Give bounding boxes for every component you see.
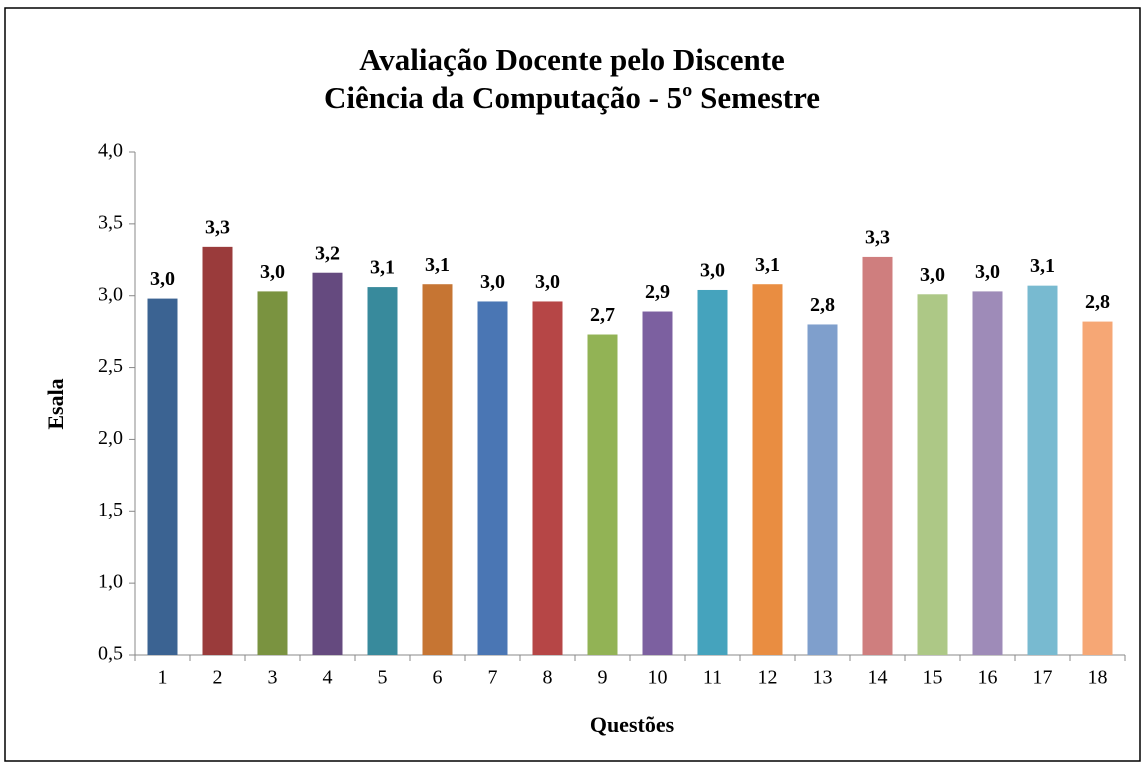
bar	[587, 334, 618, 655]
bar	[312, 272, 343, 655]
data-label: 2,8	[1085, 291, 1110, 313]
x-tick-label: 9	[598, 667, 608, 689]
data-label: 3,0	[480, 271, 505, 293]
bar	[697, 289, 728, 655]
bar	[422, 284, 453, 655]
bar	[862, 256, 893, 655]
x-tick-label: 12	[758, 667, 778, 689]
data-label: 3,0	[260, 261, 285, 283]
x-tick-label: 17	[1033, 667, 1053, 689]
x-axis-title: Questões	[590, 712, 675, 737]
y-tick-label: 0,5	[98, 643, 123, 665]
chart-title: Avaliação Docente pelo Discente	[359, 42, 785, 77]
data-label: 3,2	[315, 242, 340, 264]
bar	[477, 301, 508, 655]
x-tick-label: 11	[703, 667, 722, 689]
data-label: 3,1	[370, 257, 395, 279]
data-label: 3,0	[920, 264, 945, 286]
data-label: 3,1	[755, 254, 780, 276]
x-tick-label: 8	[543, 667, 553, 689]
y-tick-label: 3,5	[98, 211, 123, 233]
x-tick-label: 3	[268, 667, 278, 689]
x-tick-label: 10	[648, 667, 668, 689]
data-label: 3,0	[150, 268, 175, 290]
data-label: 2,7	[590, 304, 615, 326]
y-tick-label: 1,5	[98, 499, 123, 521]
chart-border	[4, 7, 1141, 762]
bar	[367, 287, 398, 655]
y-tick-label: 1,0	[98, 571, 123, 593]
x-tick-label: 18	[1088, 667, 1108, 689]
data-label: 3,1	[425, 254, 450, 276]
bar	[257, 291, 288, 655]
bar	[147, 298, 178, 655]
y-tick-label: 2,0	[98, 427, 123, 449]
data-label: 3,1	[1030, 255, 1055, 277]
data-label: 3,0	[700, 260, 725, 282]
bar	[642, 311, 673, 655]
bar	[972, 291, 1003, 655]
bar	[917, 294, 948, 655]
bar	[532, 301, 563, 655]
x-tick-label: 6	[433, 667, 443, 689]
data-label: 3,0	[535, 271, 560, 293]
x-tick-label: 7	[488, 667, 498, 689]
data-label: 3,3	[205, 216, 230, 238]
x-tick-label: 16	[978, 667, 998, 689]
y-tick-label: 2,5	[98, 355, 123, 377]
bar	[752, 284, 783, 655]
y-tick-label: 4,0	[98, 140, 123, 162]
x-tick-label: 2	[213, 667, 223, 689]
x-tick-label: 13	[813, 667, 833, 689]
bar	[202, 246, 233, 655]
bar	[807, 324, 838, 655]
chart-subtitle: Ciência da Computação - 5º Semestre	[324, 80, 820, 115]
data-label: 3,0	[975, 261, 1000, 283]
x-tick-label: 15	[923, 667, 943, 689]
y-tick-label: 3,0	[98, 283, 123, 305]
bar	[1082, 321, 1113, 655]
data-label: 2,9	[645, 281, 670, 303]
data-label: 3,3	[865, 227, 890, 249]
y-axis-title: Esala	[43, 378, 68, 429]
x-tick-label: 4	[323, 667, 333, 689]
x-tick-label: 5	[378, 667, 388, 689]
bar	[1027, 285, 1058, 655]
x-tick-label: 14	[868, 667, 888, 689]
data-label: 2,8	[810, 294, 835, 316]
x-tick-label: 1	[158, 667, 168, 689]
